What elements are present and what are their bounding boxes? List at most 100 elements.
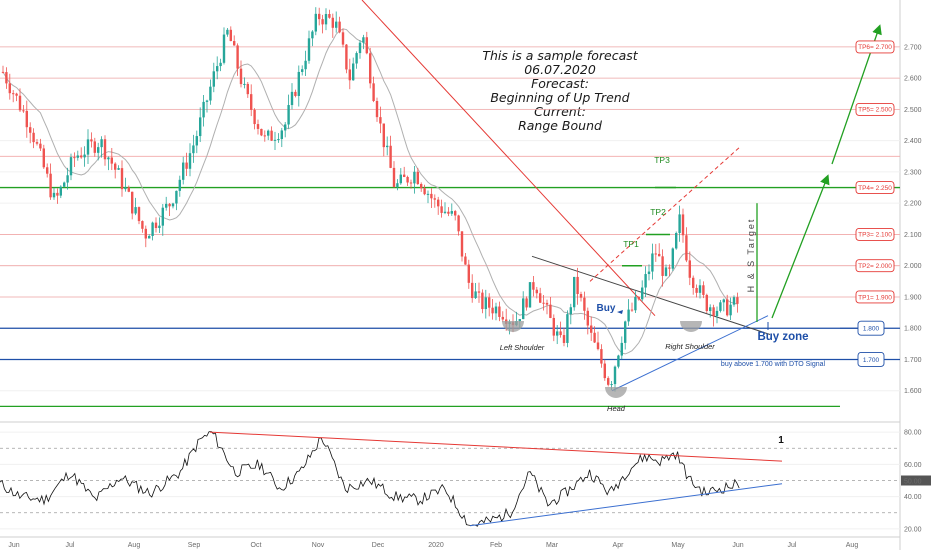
candle-body bbox=[199, 117, 202, 137]
head-arc bbox=[605, 387, 627, 398]
candle-body bbox=[209, 86, 212, 101]
support-label-text: 1.700 bbox=[863, 357, 880, 364]
candle-body bbox=[396, 183, 399, 187]
candle-body bbox=[73, 157, 76, 159]
candle-body bbox=[335, 21, 338, 28]
tp-label-box bbox=[855, 290, 895, 304]
candle-body bbox=[695, 287, 698, 293]
candle-body bbox=[182, 162, 185, 180]
candle-body bbox=[86, 139, 90, 155]
candle-body bbox=[8, 83, 11, 94]
candle-body bbox=[100, 139, 103, 148]
candle-body bbox=[522, 298, 525, 320]
candle-body bbox=[328, 14, 331, 18]
candle-body bbox=[90, 139, 93, 142]
candle-body bbox=[76, 155, 79, 158]
candle-body bbox=[42, 148, 45, 168]
candle-body bbox=[433, 198, 436, 200]
candle-body bbox=[552, 317, 555, 336]
candle-body bbox=[678, 214, 681, 233]
candle-body bbox=[161, 207, 164, 226]
candle-body bbox=[22, 110, 25, 112]
candle-body bbox=[250, 94, 253, 110]
candle-body bbox=[103, 139, 107, 160]
x-tick-label: Oct bbox=[251, 542, 262, 549]
candle-body bbox=[12, 93, 15, 95]
candle-body bbox=[185, 162, 188, 169]
candle-body bbox=[63, 182, 66, 187]
price-tick-label: 1.800 bbox=[904, 326, 922, 333]
osc-resistance-line bbox=[209, 431, 783, 462]
candle-body bbox=[440, 206, 443, 213]
candle-body bbox=[331, 17, 334, 28]
tp-label-box bbox=[855, 181, 895, 195]
buy-zone-label: Buy zone bbox=[757, 331, 808, 343]
candle-body bbox=[168, 203, 171, 207]
candle-body bbox=[49, 173, 52, 198]
candle-body bbox=[25, 110, 28, 128]
x-tick-label: 2020 bbox=[428, 542, 444, 549]
candle-body bbox=[488, 297, 491, 308]
candle-body bbox=[192, 145, 195, 154]
candle-body bbox=[307, 38, 311, 61]
candle-body bbox=[467, 264, 470, 283]
candle-body bbox=[151, 222, 154, 237]
candle-body bbox=[175, 190, 178, 204]
candle-body bbox=[430, 193, 433, 199]
candle-body bbox=[607, 378, 610, 385]
candle-body bbox=[617, 355, 620, 367]
hs-target-label: H & S Target bbox=[746, 218, 756, 293]
candle-body bbox=[494, 306, 498, 314]
support-label-box bbox=[857, 352, 885, 367]
candle-body bbox=[318, 13, 321, 20]
candle-body bbox=[236, 45, 239, 69]
candle-body bbox=[392, 167, 396, 187]
candle-body bbox=[148, 236, 151, 239]
candle-body bbox=[426, 193, 430, 195]
candle-body bbox=[243, 83, 246, 85]
candle-body bbox=[290, 91, 294, 106]
left-shoulder-label: Left Shoulder bbox=[500, 343, 545, 352]
candle-body bbox=[287, 105, 290, 125]
candle-body bbox=[545, 302, 549, 305]
right-shoulder-arc bbox=[680, 321, 702, 332]
candle-body bbox=[372, 83, 375, 102]
candle-body bbox=[178, 179, 181, 191]
candle-body bbox=[134, 207, 137, 214]
candle-body bbox=[593, 332, 596, 343]
candle-body bbox=[477, 291, 481, 293]
candle-body bbox=[698, 285, 702, 293]
right-shoulder-label: Right Shoulder bbox=[665, 342, 715, 351]
candle-body bbox=[280, 130, 283, 140]
x-tick-label: Feb bbox=[490, 542, 502, 549]
candle-body bbox=[590, 325, 593, 333]
candle-body bbox=[491, 307, 494, 314]
candle-body bbox=[692, 277, 695, 288]
candle-body bbox=[535, 289, 538, 294]
candle-body bbox=[661, 256, 664, 276]
candle-body bbox=[549, 304, 552, 318]
candle-body bbox=[263, 135, 266, 137]
candle-body bbox=[525, 298, 528, 308]
x-tick-label: Aug bbox=[128, 542, 141, 549]
candle-body bbox=[413, 171, 416, 184]
buy-label: Buy bbox=[597, 303, 616, 314]
candle-body bbox=[83, 154, 86, 158]
x-tick-label: May bbox=[671, 542, 685, 549]
tp-label-box bbox=[855, 102, 895, 116]
candle-body bbox=[562, 335, 566, 343]
tp1-label: TP1 bbox=[623, 239, 639, 249]
candle-body bbox=[403, 174, 406, 177]
candle-body bbox=[736, 297, 739, 304]
candle-body bbox=[685, 235, 688, 261]
candle-body bbox=[386, 145, 389, 148]
osc-tick-label: 40.00 bbox=[904, 494, 922, 501]
candle-body bbox=[365, 37, 368, 54]
oscillator-line bbox=[0, 431, 740, 527]
candle-body bbox=[576, 276, 579, 295]
candle-body bbox=[233, 41, 236, 46]
price-tick-label: 2.400 bbox=[904, 138, 922, 145]
osc-support-line bbox=[469, 483, 783, 527]
tp-label-text: TP6= 2.700 bbox=[858, 44, 892, 51]
candle-body bbox=[705, 294, 708, 312]
